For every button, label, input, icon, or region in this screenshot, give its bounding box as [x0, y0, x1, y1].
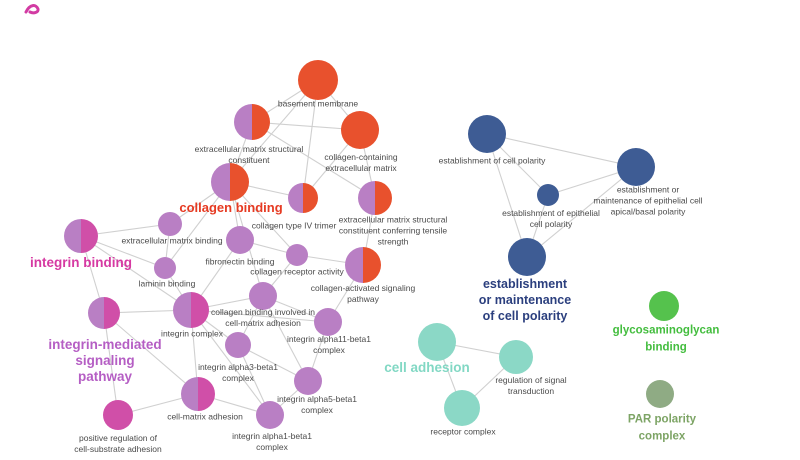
node-collagen-containing-ecm[interactable]	[341, 111, 379, 149]
node-half-right[interactable]	[191, 292, 209, 328]
node-circle[interactable]	[649, 291, 679, 321]
node-circle[interactable]	[418, 323, 456, 361]
node-integrin-alpha11-beta1[interactable]	[314, 308, 342, 336]
edge-establishment-maintenance-apical-basal--establishment-or-maintenance-polarity	[526, 166, 637, 258]
node-half-left[interactable]	[288, 183, 303, 213]
node-half-left[interactable]	[181, 377, 198, 411]
node-establishment-maintenance-apical-basal[interactable]	[617, 148, 655, 186]
node-regulation-signal-transduction[interactable]	[499, 340, 533, 374]
edge-establishment-cell-polarity--establishment-maintenance-apical-basal	[486, 133, 637, 168]
node-establishment-epithelial-polarity[interactable]	[537, 184, 559, 206]
node-circle[interactable]	[537, 184, 559, 206]
edge-integrin-binding--integrin-complex	[80, 235, 192, 311]
node-circle[interactable]	[103, 400, 133, 430]
node-circle[interactable]	[154, 257, 176, 279]
node-circle[interactable]	[499, 340, 533, 374]
node-circle[interactable]	[508, 238, 546, 276]
node-circle[interactable]	[444, 390, 480, 426]
node-integrin-alpha1-beta1[interactable]	[256, 401, 284, 429]
node-half-right[interactable]	[230, 163, 249, 201]
node-integrin-complex[interactable]	[173, 292, 209, 328]
edge-ecm-structural-constituent--ecm-tensile	[251, 121, 376, 199]
edge-integrin-complex--integrin-alpha11-beta1	[190, 309, 329, 323]
edge-integrin-complex--integrin-alpha1-beta1	[190, 309, 271, 416]
node-half-right[interactable]	[303, 183, 318, 213]
stray-mark-icon	[24, 4, 40, 15]
edge-integrin-mediated--positive-regulation-cell-substrate	[103, 312, 119, 416]
node-establishment-cell-polarity[interactable]	[468, 115, 506, 153]
node-integrin-binding[interactable]	[64, 219, 98, 253]
node-half-right[interactable]	[104, 297, 120, 329]
edge-collagen-binding-involved--integrin-alpha5-beta1	[262, 295, 309, 382]
node-circle[interactable]	[314, 308, 342, 336]
node-half-right[interactable]	[198, 377, 215, 411]
node-collagen-binding[interactable]	[211, 163, 249, 201]
node-half-right[interactable]	[363, 247, 381, 283]
node-circle[interactable]	[158, 212, 182, 236]
node-laminin-binding[interactable]	[154, 257, 176, 279]
node-fibronectin-binding[interactable]	[226, 226, 254, 254]
node-collagen-type-iv-trimer[interactable]	[288, 183, 318, 213]
edge-establishment-cell-polarity--establishment-or-maintenance-polarity	[486, 133, 528, 258]
node-circle[interactable]	[646, 380, 674, 408]
node-collagen-receptor-activity[interactable]	[286, 244, 308, 266]
node-circle[interactable]	[225, 332, 251, 358]
node-cell-adhesion[interactable]	[418, 323, 456, 361]
node-integrin-alpha3-beta1[interactable]	[225, 332, 251, 358]
node-par-polarity-complex[interactable]	[646, 380, 674, 408]
node-cell-matrix-adhesion[interactable]	[181, 377, 215, 411]
node-basement-membrane[interactable]	[298, 60, 338, 100]
node-glycosaminoglycan-binding[interactable]	[649, 291, 679, 321]
node-circle[interactable]	[286, 244, 308, 266]
node-circle[interactable]	[298, 60, 338, 100]
node-circle[interactable]	[256, 401, 284, 429]
node-half-left[interactable]	[88, 297, 104, 329]
node-half-left[interactable]	[234, 104, 252, 140]
node-integrin-alpha5-beta1[interactable]	[294, 367, 322, 395]
node-half-left[interactable]	[64, 219, 81, 253]
node-integrin-mediated[interactable]	[88, 297, 120, 329]
node-ecm-structural-constituent[interactable]	[234, 104, 270, 140]
stray-mark	[24, 4, 40, 15]
node-half-right[interactable]	[81, 219, 98, 253]
node-ecm-binding[interactable]	[158, 212, 182, 236]
node-receptor-complex[interactable]	[444, 390, 480, 426]
node-circle[interactable]	[249, 282, 277, 310]
node-half-right[interactable]	[375, 181, 392, 215]
node-circle[interactable]	[294, 367, 322, 395]
node-half-right[interactable]	[252, 104, 270, 140]
node-establishment-or-maintenance-polarity[interactable]	[508, 238, 546, 276]
node-circle[interactable]	[341, 111, 379, 149]
node-circle[interactable]	[468, 115, 506, 153]
node-layer	[64, 60, 679, 430]
node-half-left[interactable]	[358, 181, 375, 215]
node-half-left[interactable]	[345, 247, 363, 283]
edge-basement-membrane--collagen-binding	[229, 79, 319, 183]
node-circle[interactable]	[617, 148, 655, 186]
edge-integrin-mediated--cell-matrix-adhesion	[103, 312, 199, 395]
node-half-left[interactable]	[211, 163, 230, 201]
node-circle[interactable]	[226, 226, 254, 254]
node-collagen-activated[interactable]	[345, 247, 381, 283]
node-half-left[interactable]	[173, 292, 191, 328]
node-positive-regulation-cell-substrate[interactable]	[103, 400, 133, 430]
node-ecm-tensile[interactable]	[358, 181, 392, 215]
node-collagen-binding-involved[interactable]	[249, 282, 277, 310]
